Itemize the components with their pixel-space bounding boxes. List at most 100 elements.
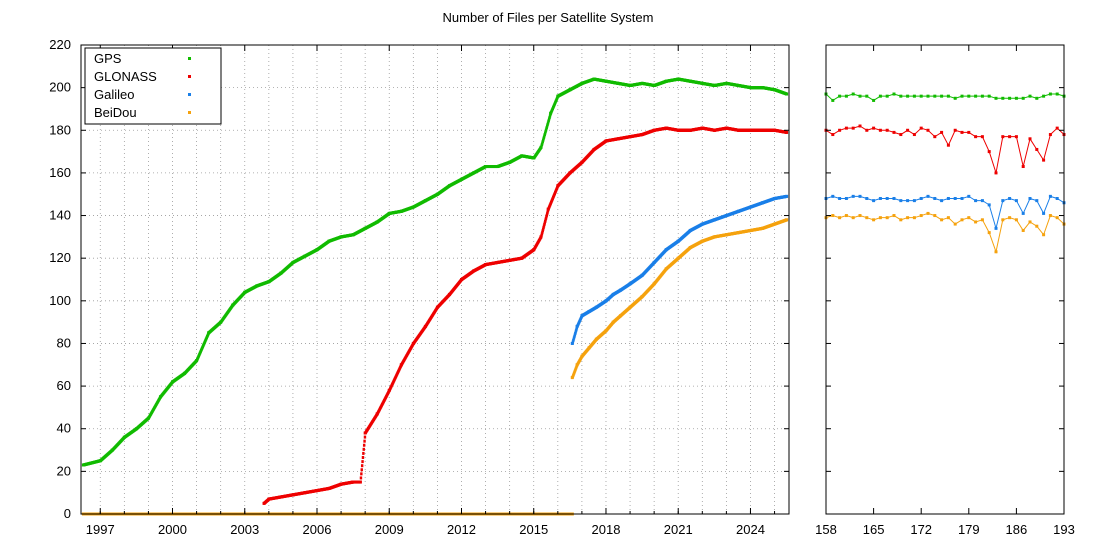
data-point bbox=[351, 233, 355, 237]
data-point bbox=[207, 331, 211, 335]
data-point bbox=[761, 86, 765, 90]
data-point bbox=[640, 81, 644, 85]
data-point bbox=[543, 221, 546, 225]
data-point bbox=[640, 273, 644, 277]
data-point bbox=[676, 239, 680, 243]
data-point bbox=[604, 79, 608, 83]
data-point bbox=[303, 254, 307, 258]
data-point bbox=[545, 213, 548, 217]
data-point bbox=[664, 248, 668, 252]
data-point bbox=[587, 309, 591, 313]
data-point bbox=[362, 451, 365, 455]
data-point bbox=[640, 133, 644, 137]
data-point bbox=[773, 88, 777, 92]
data-point bbox=[676, 128, 680, 132]
data-point bbox=[652, 84, 656, 88]
data-point bbox=[604, 299, 608, 303]
data-point bbox=[592, 77, 596, 81]
data-point bbox=[618, 288, 622, 292]
data-point bbox=[556, 184, 560, 188]
data-point bbox=[375, 220, 379, 224]
data-point bbox=[459, 278, 463, 281]
data-point bbox=[339, 482, 343, 486]
data-point bbox=[360, 464, 364, 468]
data-point bbox=[736, 128, 740, 132]
data-point bbox=[604, 139, 608, 143]
data-point bbox=[664, 79, 668, 83]
data-point bbox=[158, 395, 162, 399]
data-point bbox=[545, 212, 549, 216]
data-point bbox=[146, 416, 150, 420]
data-point bbox=[98, 459, 102, 463]
data-point bbox=[540, 233, 543, 237]
data-point bbox=[243, 290, 247, 294]
data-point bbox=[628, 282, 632, 286]
data-point bbox=[628, 135, 632, 139]
data-point bbox=[358, 480, 362, 484]
data-point bbox=[219, 320, 223, 324]
data-point bbox=[279, 495, 283, 499]
data-point bbox=[542, 224, 546, 228]
data-point bbox=[616, 81, 620, 85]
data-point bbox=[594, 305, 598, 309]
data-point bbox=[532, 156, 536, 160]
data-point bbox=[652, 260, 656, 264]
data-point bbox=[303, 491, 307, 495]
data-point bbox=[508, 258, 512, 262]
data-point bbox=[736, 84, 740, 88]
data-point bbox=[688, 79, 692, 83]
data-point bbox=[570, 341, 574, 345]
data-point bbox=[544, 216, 548, 220]
data-point bbox=[541, 227, 545, 231]
data-point bbox=[761, 128, 765, 132]
data-point bbox=[195, 359, 199, 363]
data-point bbox=[399, 363, 403, 367]
data-point bbox=[496, 260, 500, 264]
data-point bbox=[363, 431, 367, 435]
data-point bbox=[700, 81, 704, 85]
data-point bbox=[363, 439, 366, 443]
data-point bbox=[785, 194, 789, 198]
data-point bbox=[575, 324, 579, 328]
data-point bbox=[543, 219, 547, 223]
chart-title: Number of Files per Satellite System bbox=[443, 10, 654, 25]
data-point bbox=[676, 77, 680, 81]
data-point bbox=[134, 427, 138, 431]
data-point bbox=[724, 126, 728, 130]
data-point bbox=[712, 218, 716, 222]
data-point bbox=[700, 222, 704, 226]
data-point bbox=[544, 218, 547, 222]
data-point bbox=[773, 196, 777, 200]
data-point bbox=[327, 239, 331, 243]
data-point bbox=[447, 292, 451, 296]
data-point bbox=[556, 94, 560, 98]
data-point bbox=[447, 184, 451, 188]
data-point bbox=[496, 165, 500, 169]
data-point bbox=[375, 412, 379, 416]
data-point bbox=[267, 280, 271, 284]
data-point bbox=[327, 486, 331, 490]
data-point bbox=[484, 165, 488, 169]
data-point bbox=[761, 201, 765, 205]
data-point bbox=[611, 292, 615, 296]
data-point bbox=[315, 489, 319, 493]
data-point bbox=[183, 371, 187, 375]
data-point bbox=[411, 341, 415, 345]
data-point bbox=[110, 448, 114, 452]
data-point bbox=[580, 81, 584, 85]
data-point bbox=[520, 256, 524, 260]
series-galileo bbox=[570, 194, 789, 345]
data-point bbox=[785, 130, 789, 134]
data-point bbox=[255, 284, 259, 288]
data-point bbox=[411, 205, 415, 209]
data-point bbox=[387, 388, 391, 392]
data-point bbox=[315, 248, 319, 252]
main-plot-series bbox=[81, 77, 789, 516]
data-point bbox=[279, 271, 283, 275]
data-point bbox=[267, 497, 271, 501]
data-point bbox=[773, 128, 777, 132]
data-point bbox=[508, 160, 512, 164]
data-point bbox=[435, 192, 439, 196]
data-point bbox=[592, 147, 596, 151]
data-point bbox=[700, 126, 704, 130]
